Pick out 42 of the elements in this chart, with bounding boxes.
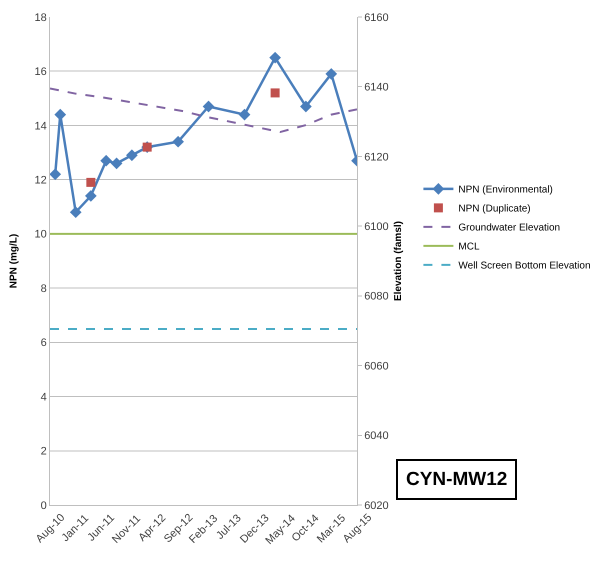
y2-tick-label: 6040: [364, 430, 389, 442]
y-tick-label: 0: [40, 500, 47, 512]
point: [70, 206, 82, 218]
y-tick-label: 16: [34, 66, 47, 78]
y2-tick-label: 6060: [364, 360, 389, 372]
point: [325, 68, 338, 80]
point: [50, 168, 62, 180]
point: [202, 100, 214, 112]
y2-tick-label: 6140: [364, 82, 389, 94]
point: [110, 158, 122, 170]
y2-tick-label: 6080: [364, 290, 389, 303]
y2-tick-label: 6160: [364, 12, 389, 24]
point: [100, 154, 112, 167]
legend-label: Well Screen Bottom Elevation: [458, 260, 591, 272]
legend-label: MCL: [458, 242, 480, 253]
y-tick-label: 6: [40, 337, 47, 350]
text: CYN-MW12: [406, 469, 508, 490]
y-tick-label: 18: [34, 12, 47, 24]
point: [85, 190, 97, 202]
y2-axis-title: Elevation (famsl): [393, 220, 404, 302]
point: [300, 100, 312, 112]
y-tick-label: 12: [34, 174, 47, 187]
y-tick-label: 14: [34, 120, 47, 132]
y2-tick-label: 6120: [364, 151, 389, 164]
point: [86, 178, 96, 187]
y-tick-label: 4: [40, 391, 47, 404]
y-tick-label: 10: [34, 228, 47, 241]
legend-label: NPN (Environmental): [458, 184, 553, 196]
point: [54, 108, 66, 120]
line-series: [50, 87, 357, 134]
point: [269, 52, 281, 64]
y-tick-label: 2: [40, 446, 47, 458]
point: [172, 136, 184, 148]
legend-label: NPN (Duplicate): [458, 204, 531, 215]
point: [238, 108, 250, 120]
y-axis-title: NPN (mg/L): [8, 234, 20, 288]
y-tick-label: 8: [40, 282, 47, 295]
point: [126, 149, 138, 162]
point: [270, 88, 280, 98]
y2-tick-label: 6020: [364, 500, 389, 512]
y2-tick-label: 6100: [364, 220, 389, 233]
legend-label: Groundwater Elevation: [458, 222, 560, 234]
